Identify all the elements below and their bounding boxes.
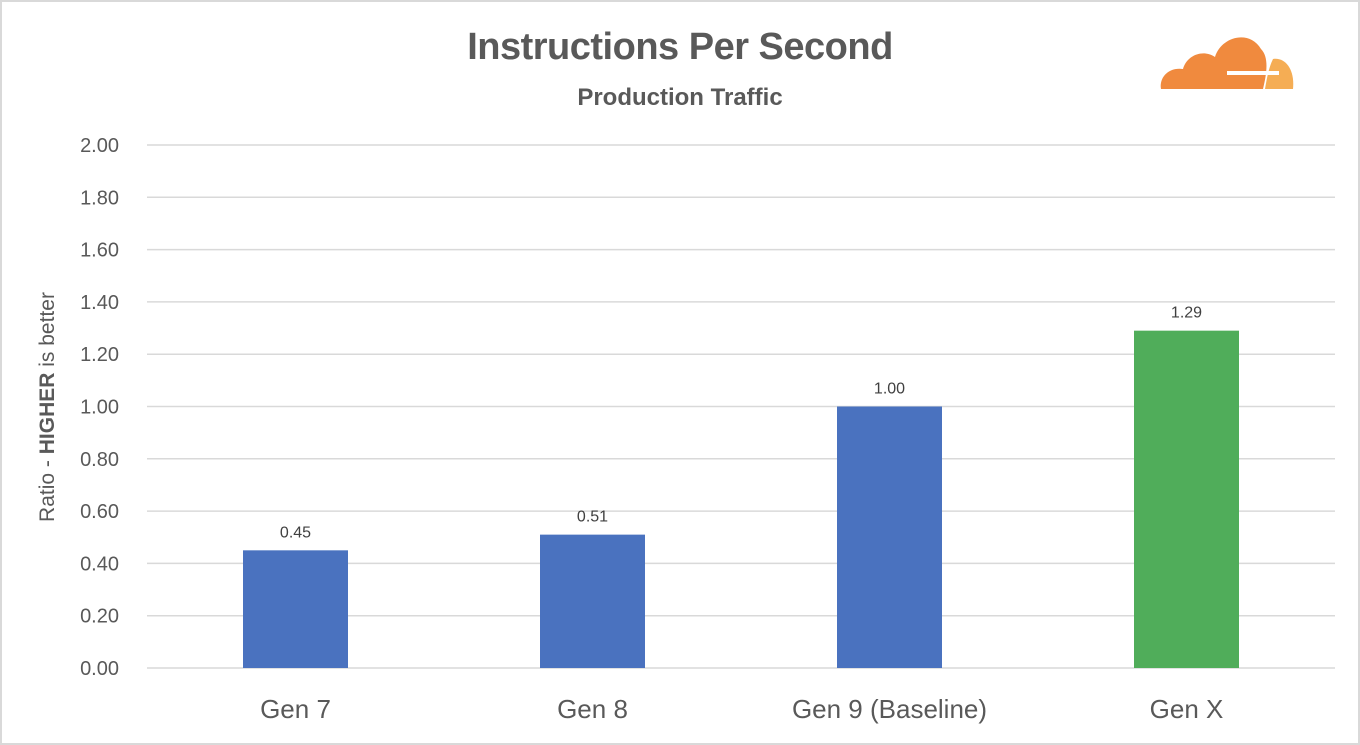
data-label-2: 1.00 [874, 381, 905, 398]
data-label-3: 1.29 [1171, 305, 1202, 322]
y-axis-label-emphasis: HIGHER [36, 373, 59, 455]
x-category-label-2: Gen 9 (Baseline) [792, 694, 987, 724]
x-category-label-3: Gen X [1150, 694, 1224, 724]
bar-2 [837, 406, 942, 668]
y-tick-label: 1.60 [80, 240, 119, 262]
y-tick-label: 2.00 [80, 135, 119, 157]
chart-title: Instructions Per Second [467, 26, 893, 68]
chart-subtitle: Production Traffic [577, 84, 783, 111]
y-axis-ticks: 0.00 0.20 0.40 0.60 0.80 1.00 1.20 1.40 1.60 1.80… [80, 135, 119, 680]
bar-3 [1134, 330, 1239, 668]
y-tick-label: 1.80 [80, 187, 119, 209]
logo-cloud-secondary [1265, 58, 1294, 89]
y-tick-label: 1.00 [80, 397, 119, 419]
bars [243, 330, 1239, 668]
data-label-0: 0.45 [280, 524, 311, 541]
bar-0 [243, 550, 348, 668]
cloudflare-cloud-logo [1160, 37, 1294, 89]
x-category-label-1: Gen 8 [557, 694, 628, 724]
data-label-1: 0.51 [577, 509, 608, 526]
y-tick-label: 0.80 [80, 449, 119, 471]
x-axis-categories: Gen 7 Gen 8 Gen 9 (Baseline) Gen X [260, 694, 1223, 724]
y-tick-label: 1.20 [80, 344, 119, 366]
bar-1 [540, 534, 645, 668]
y-tick-label: 0.00 [80, 658, 119, 680]
y-axis-label: Ratio - HIGHER is better [36, 292, 59, 522]
data-labels: 0.45 0.51 1.00 1.29 [280, 305, 1202, 542]
logo-cloud-main [1160, 37, 1267, 89]
x-category-label-0: Gen 7 [260, 694, 331, 724]
y-tick-label: 0.40 [80, 553, 119, 575]
y-tick-label: 0.60 [80, 501, 119, 523]
y-tick-label: 0.20 [80, 606, 119, 628]
y-axis-label-suffix: is better [36, 292, 59, 373]
y-axis-label-prefix: Ratio - [36, 454, 59, 522]
y-tick-label: 1.40 [80, 292, 119, 314]
